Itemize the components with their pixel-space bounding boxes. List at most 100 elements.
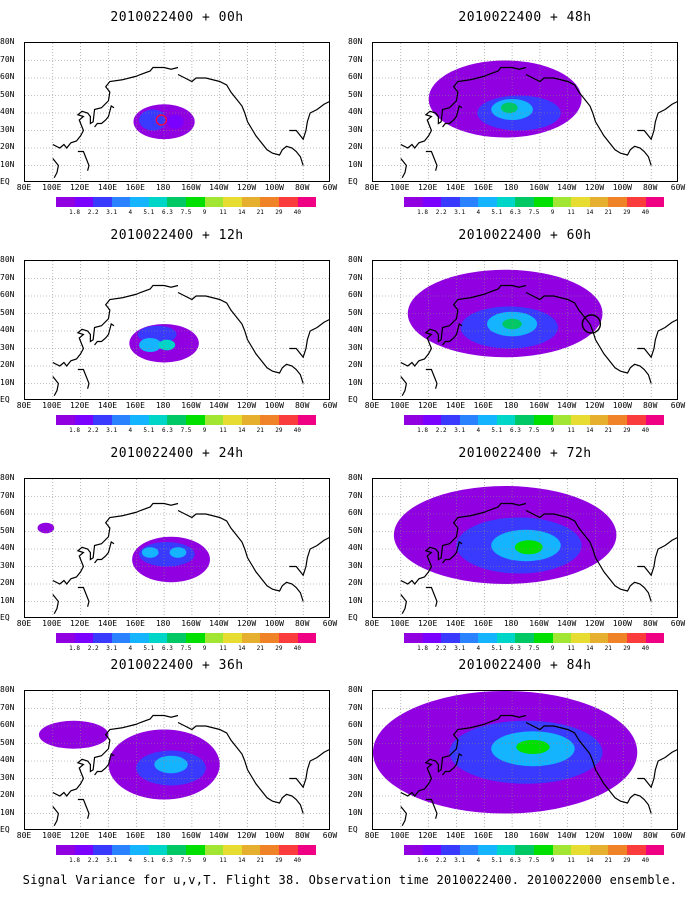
map-panel-p60	[372, 260, 678, 400]
colorbar-p60	[404, 415, 665, 425]
colorbar-swatch	[515, 197, 535, 207]
colorbar-level-label: 4	[476, 645, 481, 652]
lat-label: 40N	[0, 543, 15, 552]
coastline-2	[94, 323, 115, 346]
colorbar-level-label: 11	[219, 427, 227, 434]
colorbar-swatch	[534, 633, 553, 643]
lat-label: 60N	[348, 720, 363, 729]
lat-label: 10N	[348, 159, 363, 169]
lon-label: 140E	[445, 619, 466, 628]
lat-label: 30N	[0, 560, 15, 570]
colorbar-level-label: 5.1	[143, 209, 155, 216]
observation-marker-p00	[155, 114, 168, 126]
coastline-2	[442, 105, 463, 128]
lat-label: 10N	[0, 377, 15, 387]
colorbar-level-label: 40	[293, 857, 302, 864]
lon-label: 100E	[390, 183, 410, 192]
panel-title-p24: 2010022400 + 24h	[110, 446, 244, 461]
lon-label: 140W	[209, 619, 229, 628]
coastline-2	[442, 323, 463, 346]
colorbar-p48	[404, 197, 665, 207]
coastline-5	[289, 537, 329, 577]
map-canvas-p12	[25, 261, 329, 399]
colorbar-level-label: 7.5	[528, 857, 540, 864]
coastline-1	[177, 509, 304, 602]
coastline-5	[637, 749, 677, 789]
colorbar-swatch	[297, 845, 317, 855]
colorbar-swatch	[515, 415, 535, 425]
colorbar-swatch	[478, 845, 497, 855]
colorbar-level-label: 6.3	[510, 645, 521, 652]
colorbar-level-label: 29	[275, 857, 283, 864]
panel-title-p12: 2010022400 + 12h	[110, 228, 244, 243]
coastline-2	[94, 541, 115, 564]
coastline-4	[77, 586, 90, 607]
lon-label: 120E	[417, 183, 438, 192]
variance-contour-p36-3	[38, 720, 109, 749]
colorbar-swatch	[608, 415, 627, 425]
colorbar-level-label: 11	[219, 857, 227, 864]
lon-label: 180	[155, 619, 171, 628]
lat-label: 50N	[0, 525, 15, 535]
colorbar-level-label: 2.2	[435, 427, 447, 434]
lon-label: 80W	[294, 401, 310, 410]
lon-label: 160W	[529, 401, 549, 410]
colorbar-level-label: 2.2	[87, 857, 99, 864]
lon-label: 80W	[642, 183, 658, 192]
colorbar-swatch	[204, 633, 224, 643]
coastline-3	[400, 158, 408, 179]
colorbar-swatch	[56, 845, 75, 855]
variance-contour-p00-2	[166, 114, 184, 129]
lat-label: 30N	[348, 342, 363, 352]
colorbar-level-label: 9	[550, 645, 555, 652]
lon-label: 140W	[557, 183, 577, 192]
coastline-1	[525, 509, 652, 602]
coastline-5	[637, 101, 677, 141]
lon-label: 100W	[612, 831, 632, 840]
colorbar-level-label: 6.3	[162, 427, 173, 434]
colorbar-level-label: 5.1	[491, 209, 503, 216]
lat-label: 80N	[0, 685, 15, 694]
lon-label: 120E	[69, 619, 90, 628]
lat-label: 60N	[348, 508, 363, 517]
colorbar-level-label: 14	[238, 427, 246, 434]
colorbar-swatch	[645, 415, 665, 425]
colorbar-level-label: 1.8	[69, 645, 80, 652]
lon-label: 120W	[584, 831, 605, 840]
lat-label: 40N	[348, 755, 363, 764]
lon-label: 140E	[445, 831, 466, 840]
colorbar-level-label: 21	[256, 209, 264, 216]
colorbar-swatch	[645, 633, 665, 643]
panel-title-p72: 2010022400 + 72h	[458, 446, 592, 461]
colorbar-level-label: 7.5	[528, 209, 540, 216]
lat-label: 80N	[0, 473, 15, 482]
colorbar-swatch	[130, 633, 149, 643]
lon-label: 80E	[16, 619, 32, 628]
colorbar-swatch	[534, 415, 553, 425]
lon-label: 140E	[97, 183, 118, 192]
lat-label: 60N	[348, 290, 363, 299]
colorbar-swatch	[552, 845, 572, 855]
colorbar-swatch	[422, 845, 442, 855]
lon-label: 80W	[294, 619, 310, 628]
colorbar-swatch	[56, 197, 75, 207]
colorbar-level-label: 9	[550, 209, 555, 216]
colorbar-swatch	[93, 845, 112, 855]
colorbar-level-label: 29	[623, 857, 631, 864]
colorbar-level-label: 40	[641, 427, 650, 434]
lon-label: 160E	[473, 619, 493, 628]
colorbar-level-label: 2.2	[87, 427, 99, 434]
colorbar-level-label: 21	[604, 209, 612, 216]
colorbar-swatch	[496, 845, 516, 855]
colorbar-swatch	[111, 633, 131, 643]
lon-label: 140W	[557, 831, 577, 840]
colorbar-swatch	[571, 415, 590, 425]
lon-label: 120W	[236, 401, 257, 410]
lon-label: 100W	[612, 619, 632, 628]
observation-marker-p60	[581, 314, 602, 334]
lon-label: 60W	[322, 831, 338, 840]
lon-label: 60W	[670, 619, 686, 628]
colorbar-swatch	[515, 633, 535, 643]
colorbar-level-label: 2.2	[435, 645, 447, 652]
colorbar-level-label: 29	[623, 427, 631, 434]
